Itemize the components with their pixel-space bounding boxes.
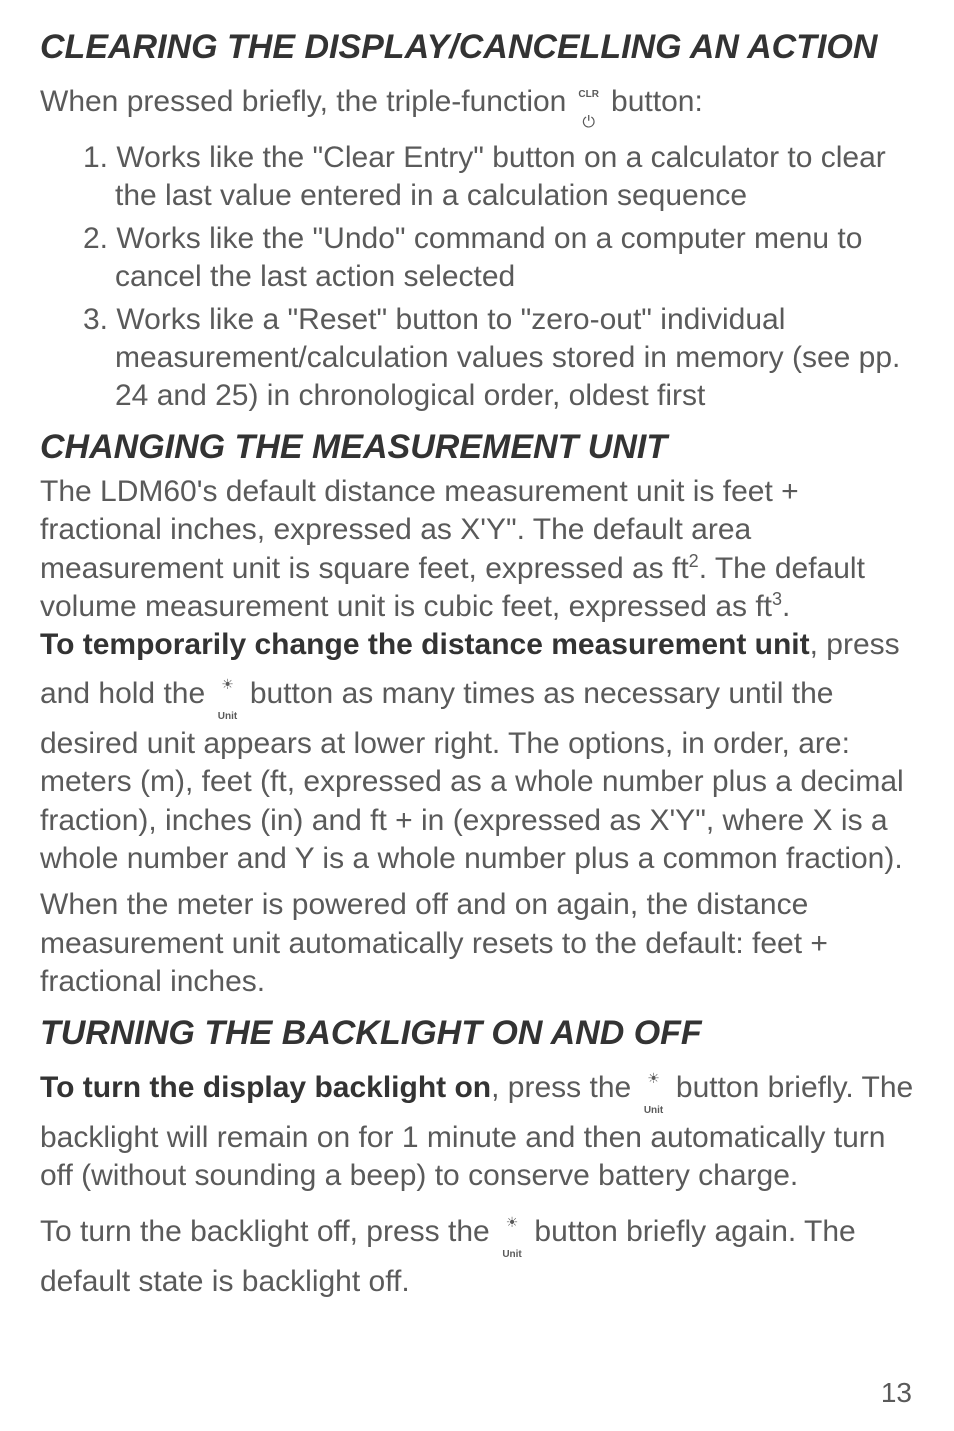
intro-text: When pressed briefly, the triple-functio… xyxy=(40,85,575,118)
unit-paragraph-3: When the meter is powered off and on aga… xyxy=(40,886,914,1001)
light-symbol: ☀ xyxy=(647,1070,660,1086)
section-clearing-display: CLEARING THE DISPLAY/CANCELLING AN ACTIO… xyxy=(40,28,914,416)
list-item: 2. Works like the "Undo" command on a co… xyxy=(115,220,902,297)
intro-clearing: When pressed briefly, the triple-functio… xyxy=(40,73,914,133)
unit-label: Unit xyxy=(502,1249,521,1260)
superscript-3: 3 xyxy=(772,589,782,609)
unit-light-icon: ☀ Unit xyxy=(498,1203,526,1263)
section-backlight: TURNING THE BACKLIGHT ON AND OFF To turn… xyxy=(40,1014,914,1302)
list-item: 3. Works like a "Reset" button to "zero-… xyxy=(115,301,902,416)
clearing-list: 1. Works like the "Clear Entry" button o… xyxy=(40,139,914,416)
unit-paragraph-2: To temporarily change the distance measu… xyxy=(40,626,914,878)
bold-lead-backlight: To turn the display backlight on xyxy=(40,1071,491,1104)
section-changing-unit: CHANGING THE MEASUREMENT UNIT The LDM60'… xyxy=(40,428,914,1002)
backlight-paragraph-1: To turn the display backlight on, press … xyxy=(40,1059,914,1196)
unit-label: Unit xyxy=(218,711,237,722)
text: . xyxy=(782,590,790,623)
intro-text-after: button: xyxy=(603,85,703,118)
power-symbol: ⏻ xyxy=(582,114,595,131)
unit-paragraph-1: The LDM60's default distance measurement… xyxy=(40,473,914,627)
clr-label: CLR xyxy=(578,89,599,100)
heading-backlight: TURNING THE BACKLIGHT ON AND OFF xyxy=(40,1014,914,1053)
text: The LDM60's default distance measurement… xyxy=(40,475,799,585)
text: To turn the backlight off, press the xyxy=(40,1215,498,1248)
clr-power-icon: CLR ⏻ xyxy=(575,73,603,133)
list-item: 1. Works like the "Clear Entry" button o… xyxy=(115,139,902,216)
light-symbol: ☀ xyxy=(221,676,234,692)
unit-light-icon: ☀ Unit xyxy=(213,665,241,725)
light-symbol: ☀ xyxy=(506,1214,519,1230)
text: , press the xyxy=(491,1071,639,1104)
unit-light-icon: ☀ Unit xyxy=(640,1059,668,1119)
heading-changing-unit: CHANGING THE MEASUREMENT UNIT xyxy=(40,428,914,467)
backlight-paragraph-2: To turn the backlight off, press the ☀ Un… xyxy=(40,1203,914,1301)
superscript-2: 2 xyxy=(689,551,699,571)
bold-lead-unit: To temporarily change the distance measu… xyxy=(40,628,810,661)
page-number: 13 xyxy=(881,1377,912,1409)
heading-clearing: CLEARING THE DISPLAY/CANCELLING AN ACTIO… xyxy=(40,28,914,67)
unit-label: Unit xyxy=(644,1105,663,1116)
